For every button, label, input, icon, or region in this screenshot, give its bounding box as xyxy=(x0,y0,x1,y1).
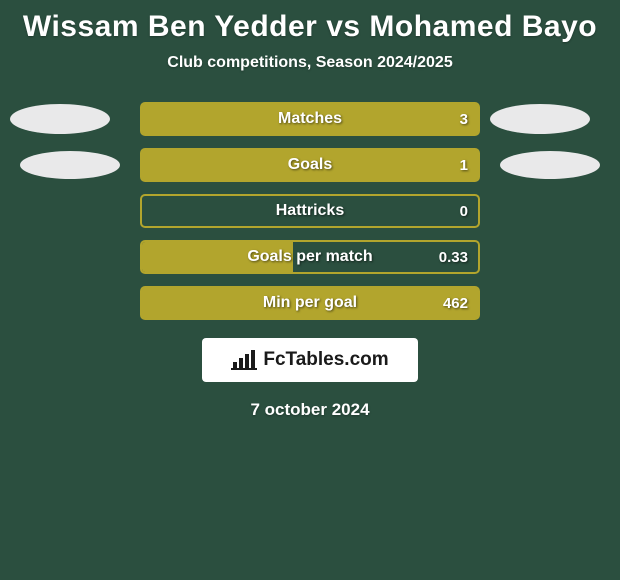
title-text: Wissam Ben Yedder vs Mohamed Bayo xyxy=(23,10,597,43)
date-text: 7 october 2024 xyxy=(0,400,620,420)
left-player-marker xyxy=(20,151,120,179)
stat-row: Goals1 xyxy=(0,148,620,182)
brand-box: FcTables.com xyxy=(202,338,418,382)
subtitle-text: Club competitions, Season 2024/2025 xyxy=(167,54,452,71)
stat-bar: Hattricks0 xyxy=(140,194,480,228)
stat-bar-fill xyxy=(142,288,478,318)
brand-text: FcTables.com xyxy=(263,349,388,371)
page-title: Wissam Ben Yedder vs Mohamed Bayo xyxy=(0,0,620,44)
stat-row: Hattricks0 xyxy=(0,194,620,228)
stat-row: Goals per match0.33 xyxy=(0,240,620,274)
stat-bar-fill xyxy=(142,104,478,134)
stat-bar: Matches3 xyxy=(140,102,480,136)
left-player-marker xyxy=(10,104,110,134)
barchart-icon xyxy=(231,350,257,370)
stat-row: Matches3 xyxy=(0,102,620,136)
stat-label: Hattricks xyxy=(142,196,478,226)
page-subtitle: Club competitions, Season 2024/2025 xyxy=(0,54,620,72)
comparison-chart: Matches3 Goals1 Hattricks0 Goals per match0… xyxy=(0,102,620,320)
right-player-marker xyxy=(490,104,590,134)
stat-value: 0 xyxy=(460,196,468,226)
stat-bar: Goals1 xyxy=(140,148,480,182)
stat-bar: Goals per match0.33 xyxy=(140,240,480,274)
stat-value: 0.33 xyxy=(439,242,468,272)
stat-row: Min per goal462 xyxy=(0,286,620,320)
date-label: 7 october 2024 xyxy=(250,400,369,419)
stat-bar: Min per goal462 xyxy=(140,286,480,320)
stat-bar-fill xyxy=(142,242,293,272)
right-player-marker xyxy=(500,151,600,179)
stat-bar-fill xyxy=(142,150,478,180)
